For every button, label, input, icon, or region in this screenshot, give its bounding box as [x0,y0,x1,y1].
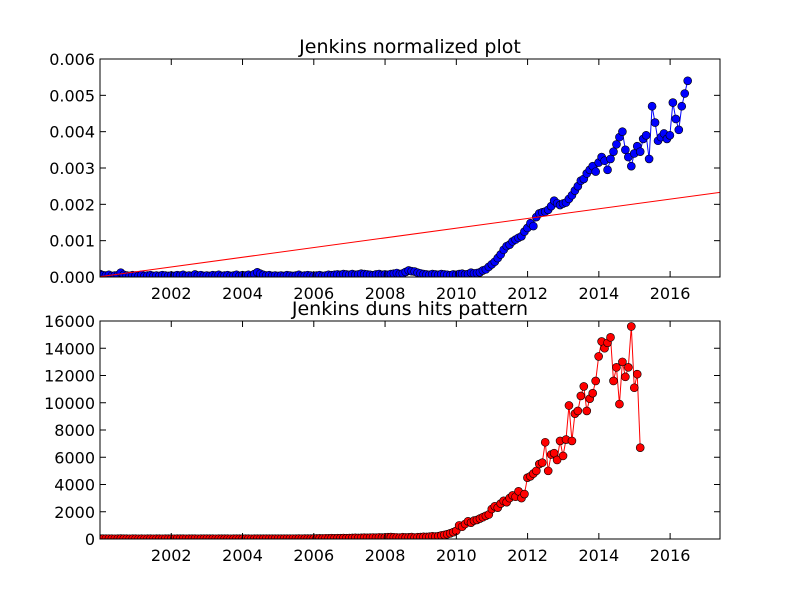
chart-title: Jenkins normalized plot [298,36,521,58]
data-point [680,89,690,98]
data-point [573,406,583,416]
chart-title: Jenkins duns hits pattern [291,298,528,320]
x-tick-label: 2010 [436,284,477,303]
x-tick-label: 2006 [293,284,334,303]
data-point [683,76,693,86]
data-point [626,161,636,171]
series-layer [100,322,645,539]
data-point [558,451,568,461]
data-point [594,352,603,361]
data-point [552,455,562,465]
data-point [564,401,574,410]
ticks-layer: 2002 2004 2006 2008 2010 2012 2014 2016 0.000 0.0… [49,50,720,303]
data-point [612,363,621,372]
x-tick-label: 2012 [507,284,548,303]
data-point [576,391,586,401]
data-point [520,489,529,499]
data-point [603,165,612,175]
data-point [537,458,547,468]
data-point [609,376,618,386]
x-tick-label: 2016 [650,546,691,565]
y-tick-label: 4000 [54,476,95,495]
data-point [540,437,550,447]
data-point [567,436,577,446]
x-tick-label: 2004 [222,284,263,303]
data-point [529,221,538,231]
ticks-layer: 2002 2004 2006 2008 2010 2012 2014 2016 0 2000 400… [44,312,720,565]
data-point [677,101,687,111]
y-tick-label: 0.002 [49,195,95,214]
data-point [624,363,633,372]
y-tick-label: 2000 [54,503,95,522]
data-point [591,376,600,386]
data-point [626,322,636,331]
data-point [629,383,639,393]
data-point [579,382,589,391]
data-point [644,154,654,164]
y-tick-label: 0.003 [49,159,95,178]
series-layer [100,76,720,277]
y-tick-label: 10000 [44,394,95,413]
y-tick-label: 0.001 [49,232,95,251]
x-tick-label: 2006 [293,546,334,565]
y-tick-label: 0.005 [49,86,95,105]
y-tick-label: 0.004 [49,123,95,142]
data-point [635,443,645,453]
y-tick-label: 14000 [44,339,95,358]
x-tick-label: 2002 [151,284,192,303]
data-point [543,466,553,476]
data-point [591,167,600,176]
x-tick-label: 2016 [650,284,691,303]
y-tick-label: 6000 [54,448,95,467]
data-point [621,145,630,155]
data-point [621,372,630,382]
data-point [606,333,615,342]
data-point [650,118,660,127]
x-tick-label: 2014 [578,546,619,565]
data-point [618,127,627,136]
plot-area [100,76,720,277]
x-tick-label: 2014 [578,284,619,303]
data-point [582,406,592,416]
data-point [647,101,657,111]
data-point [635,147,645,156]
y-tick-label: 8000 [54,421,95,440]
data-point [612,140,621,149]
data-point [671,114,681,124]
data-point [615,399,624,409]
data-point [641,131,651,140]
x-tick-label: 2008 [365,546,406,565]
data-point [668,98,678,107]
y-tick-label: 16000 [44,312,95,331]
duns-hits-chart: Jenkins duns hits pattern 2002 2004 2006 20… [44,298,721,565]
y-tick-label: 0.000 [49,268,95,287]
x-tick-label: 2012 [507,546,548,565]
plot-area [100,322,645,539]
normalized-plot-chart: Jenkins normalized plot 2002 2004 2006 2008… [49,36,721,303]
data-point [674,125,684,135]
x-tick-label: 2002 [151,546,192,565]
series-line [100,191,720,277]
y-tick-label: 12000 [44,367,95,386]
data-point [665,131,675,140]
x-tick-label: 2008 [365,284,406,303]
data-point [632,369,642,379]
data-point [588,388,598,398]
data-point [618,357,627,367]
x-tick-label: 2010 [436,546,477,565]
data-point [609,147,618,156]
y-tick-label: 0 [85,530,95,549]
y-tick-label: 0.006 [49,50,95,69]
x-tick-label: 2004 [222,546,263,565]
data-point [606,154,615,164]
